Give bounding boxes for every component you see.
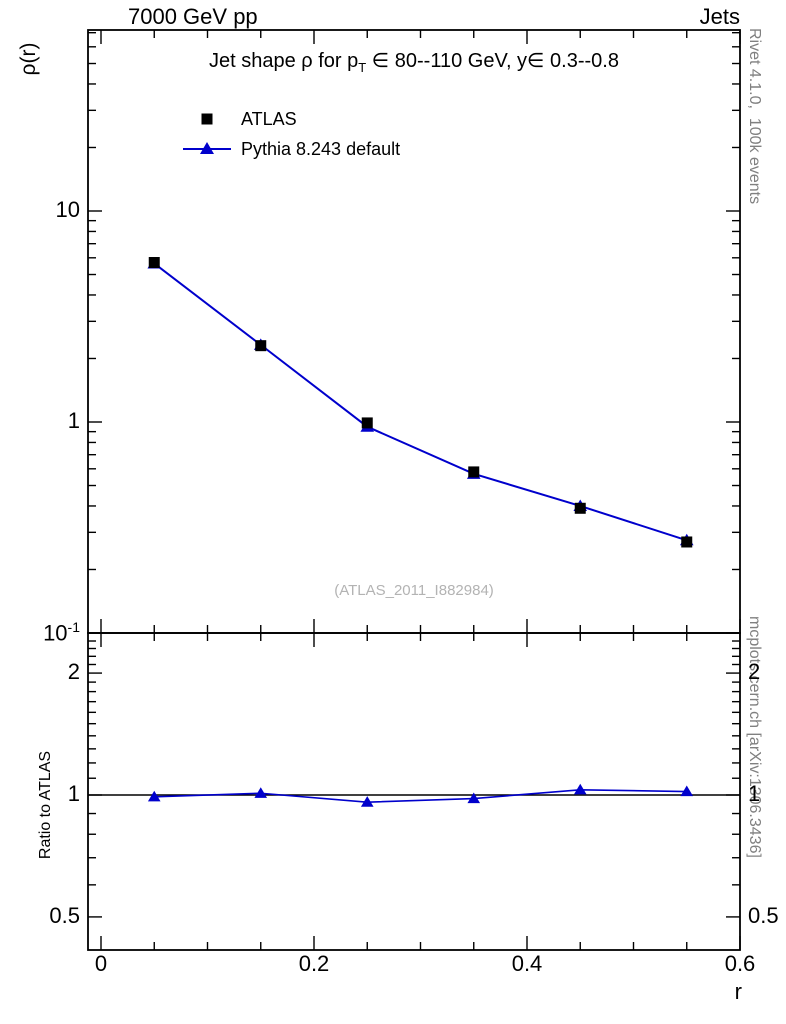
ratio-y-tick-label-right: 0.5 (748, 902, 779, 928)
pythia-line-main (153, 262, 688, 542)
process-label: Jets (699, 4, 740, 29)
square-marker-icon (201, 113, 213, 125)
legend-label-atlas: ATLAS (241, 108, 297, 129)
x-tick-label: 0.4 (511, 951, 543, 976)
plot-title-subscript: T (358, 60, 367, 75)
x-tick-label: 0.2 (298, 951, 330, 976)
x-tick-label: 0 (94, 951, 108, 976)
rivet-version-note: Rivet 4.1.0, 100k events (746, 28, 763, 205)
pythia-ratio-marker (254, 787, 268, 798)
pythia-ratio-marker (467, 792, 481, 804)
triangle-marker-icon (200, 142, 214, 154)
main-y-tick-label: 10 (55, 197, 80, 222)
atlas-marker (148, 257, 160, 269)
pythia-ratio-marker (147, 790, 161, 802)
atlas-marker (468, 466, 480, 478)
plot-title-pre: Jet shape ρ for p (209, 50, 359, 72)
plot-title: Jet shape ρ for pT ∈ 80--110 GeV, y∈ 0.3… (88, 48, 740, 75)
pythia-marker-icon (183, 139, 231, 159)
ratio-y-tick-label-left: 2 (67, 659, 80, 685)
ratio-y-tick-label-right: 1 (748, 781, 761, 806)
legend: ATLAS Pythia 8.243 default (183, 104, 400, 164)
atlas-marker (574, 502, 586, 514)
plot-title-post: ∈ 80--110 GeV, y∈ 0.3--0.8 (366, 50, 619, 72)
pythia-ratio-marker (680, 785, 694, 797)
pythia-ratio-marker (360, 796, 374, 807)
analysis-watermark: (ATLAS_2011_I882984) (334, 582, 494, 599)
pythia-line-ratio (154, 789, 687, 803)
beam-energy-label: 7000 GeV pp (128, 4, 258, 29)
ratio-y-tick-label-right: 2 (748, 659, 761, 685)
ratio-y-tick-label-left: 1 (67, 781, 80, 806)
pythia-ratio-marker (573, 783, 587, 795)
legend-label-pythia: Pythia 8.243 default (241, 138, 401, 159)
mcplots-reference-note: mcplots.cern.ch [arXiv:1306.3436] (746, 616, 763, 858)
atlas-marker (681, 536, 693, 548)
axis-ticks (88, 30, 741, 950)
atlas-marker (255, 340, 267, 352)
ratio-y-tick-label-left: 0.5 (49, 902, 80, 928)
main-y-tick-label: 1 (67, 408, 80, 433)
legend-entry-pythia: Pythia 8.243 default (183, 134, 400, 164)
atlas-marker-icon (183, 109, 231, 129)
x-tick-label: 0.6 (724, 951, 756, 976)
legend-entry-atlas: ATLAS (183, 104, 400, 134)
x-axis-label: r (734, 979, 742, 1004)
ratio-panel-frame (87, 632, 741, 951)
atlas-marker (361, 417, 373, 429)
main-y-tick-label: 10-1 (43, 619, 80, 646)
